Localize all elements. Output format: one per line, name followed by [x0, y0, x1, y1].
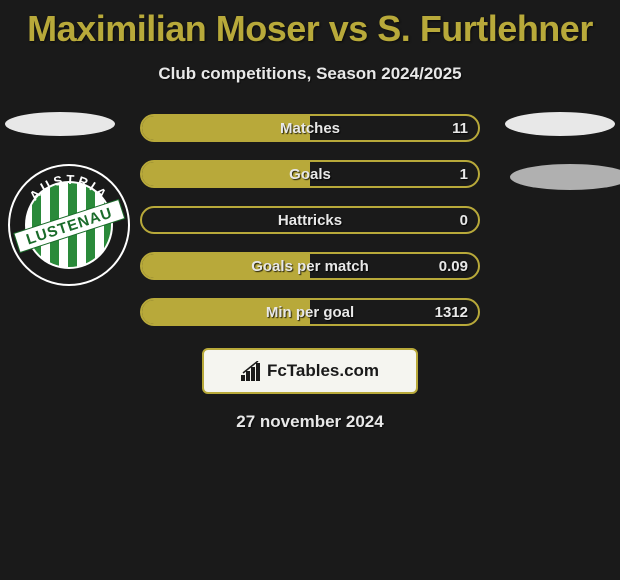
subtitle: Club competitions, Season 2024/2025	[0, 64, 620, 84]
stat-label: Matches	[280, 120, 340, 137]
stat-label: Hattricks	[278, 212, 342, 229]
stat-value: 1312	[435, 304, 468, 321]
stat-row: Matches 11	[140, 114, 480, 142]
content-area: AUSTRIA LUSTENAU Matches 11 Goals 1 Hatt…	[0, 114, 620, 432]
stat-label: Min per goal	[266, 304, 354, 321]
stat-fill	[142, 162, 310, 186]
stat-value: 1	[460, 166, 468, 183]
stat-rows: Matches 11 Goals 1 Hattricks 0 Goals per…	[140, 114, 480, 326]
brand-text: FcTables.com	[267, 361, 379, 381]
oval-placeholder-right-1	[505, 112, 615, 136]
page-title: Maximilian Moser vs S. Furtlehner	[0, 0, 620, 50]
stat-value: 0	[460, 212, 468, 229]
oval-placeholder-right-2	[510, 164, 620, 190]
club-logo: AUSTRIA LUSTENAU	[8, 164, 130, 286]
stat-label: Goals per match	[251, 258, 369, 275]
stat-label: Goals	[289, 166, 331, 183]
chart-icon	[241, 361, 263, 381]
stat-row: Goals 1	[140, 160, 480, 188]
oval-placeholder-left	[5, 112, 115, 136]
date-text: 27 november 2024	[0, 412, 620, 432]
stat-value: 11	[452, 120, 468, 137]
stat-row: Goals per match 0.09	[140, 252, 480, 280]
stat-row: Min per goal 1312	[140, 298, 480, 326]
stat-value: 0.09	[439, 258, 468, 275]
brand-box[interactable]: FcTables.com	[202, 348, 418, 394]
stat-row: Hattricks 0	[140, 206, 480, 234]
